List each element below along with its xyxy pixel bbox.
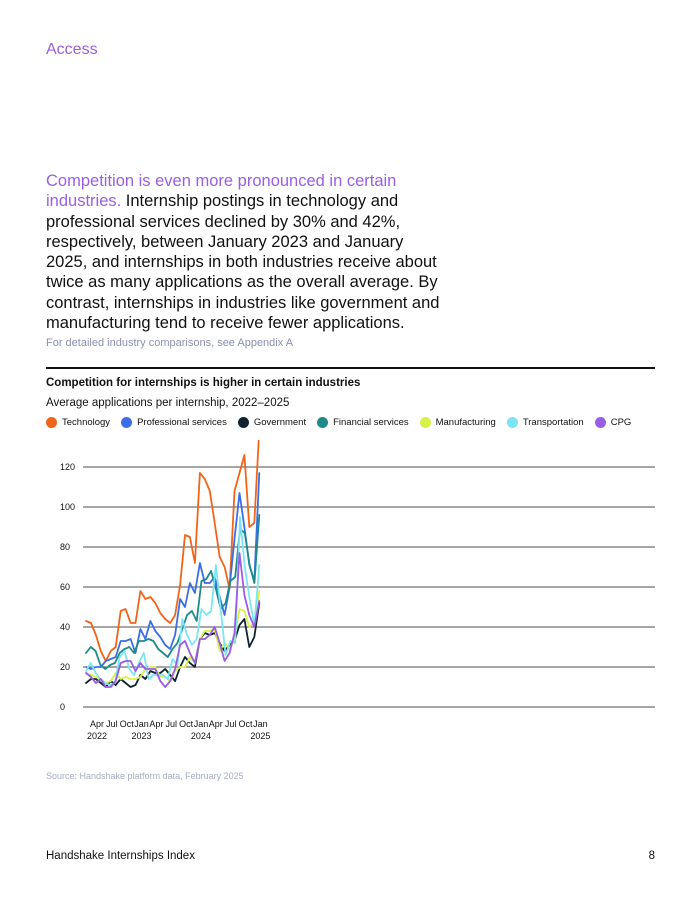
y-tick-label: 60 (60, 582, 70, 592)
intro-body: Internship postings in technology and pr… (46, 192, 440, 333)
chart-title: Competition for internships is higher in… (46, 377, 361, 389)
x-tick-year: 2022 (87, 731, 107, 741)
y-tick-label: 80 (60, 542, 70, 552)
legend-swatch (594, 417, 606, 428)
x-tick-year: 2025 (250, 731, 270, 741)
legend-item: Manufacturing (419, 417, 496, 428)
legend-item: Government (237, 417, 307, 428)
section-label: Access (46, 41, 98, 58)
legend-swatch (46, 417, 57, 428)
appendix-note: For detailed industry comparisons, see A… (46, 337, 294, 349)
legend-label: Technology (62, 417, 111, 428)
y-tick-label: 100 (60, 502, 75, 512)
legend-swatch (237, 417, 249, 428)
legend-label: Professional services (137, 417, 227, 428)
x-tick-label: Apr (149, 719, 163, 729)
legend-swatch (506, 417, 518, 428)
legend-swatch (317, 417, 329, 428)
page-number: 8 (648, 850, 655, 862)
chart-legend: Technology Professional services Governmen… (46, 417, 642, 428)
legend-swatch (419, 417, 431, 428)
x-tick-label: Oct (179, 719, 194, 729)
x-tick-label: Jan (134, 719, 149, 729)
y-tick-label: 0 (60, 702, 65, 712)
x-tick-label: Jan (194, 719, 209, 729)
legend-item: Transportation (506, 417, 584, 428)
legend-label: Financial services (333, 417, 409, 428)
intro-paragraph: Competition is even more pronounced in c… (46, 171, 446, 333)
legend-swatch (121, 417, 133, 428)
y-tick-label: 120 (60, 462, 75, 472)
legend-item: Financial services (317, 417, 409, 428)
x-tick-label: Jul (225, 719, 237, 729)
x-tick-label: Oct (120, 719, 135, 729)
legend-item: Technology (46, 417, 110, 428)
source-note: Source: Handshake platform data, Februar… (46, 771, 244, 781)
chart-divider (46, 367, 655, 369)
y-tick-label: 40 (60, 622, 70, 632)
intro-highlight: Competition is even more pronounced in c… (46, 172, 397, 211)
series-line (85, 552, 261, 688)
x-tick-year: 2023 (132, 731, 152, 741)
legend-item: Professional services (121, 417, 227, 428)
legend-label: CPG (610, 417, 632, 428)
x-tick-label: Jul (106, 719, 118, 729)
series-line (85, 472, 261, 670)
legend-label: Transportation (522, 417, 584, 428)
legend-label: Government (253, 417, 307, 428)
legend-label: Manufacturing (435, 417, 496, 428)
footer-title: Handshake Internships Index (46, 850, 195, 862)
chart-subtitle: Average applications per internship, 202… (46, 397, 290, 409)
y-tick-label: 20 (60, 662, 70, 672)
x-tick-label: Jan (253, 719, 268, 729)
x-tick-year: 2024 (191, 731, 211, 741)
legend-item: CPG (594, 417, 632, 428)
x-tick-label: Apr (90, 719, 104, 729)
x-tick-label: Apr (209, 719, 223, 729)
series-line (85, 514, 261, 670)
x-tick-label: Jul (165, 719, 177, 729)
x-tick-label: Oct (238, 719, 253, 729)
